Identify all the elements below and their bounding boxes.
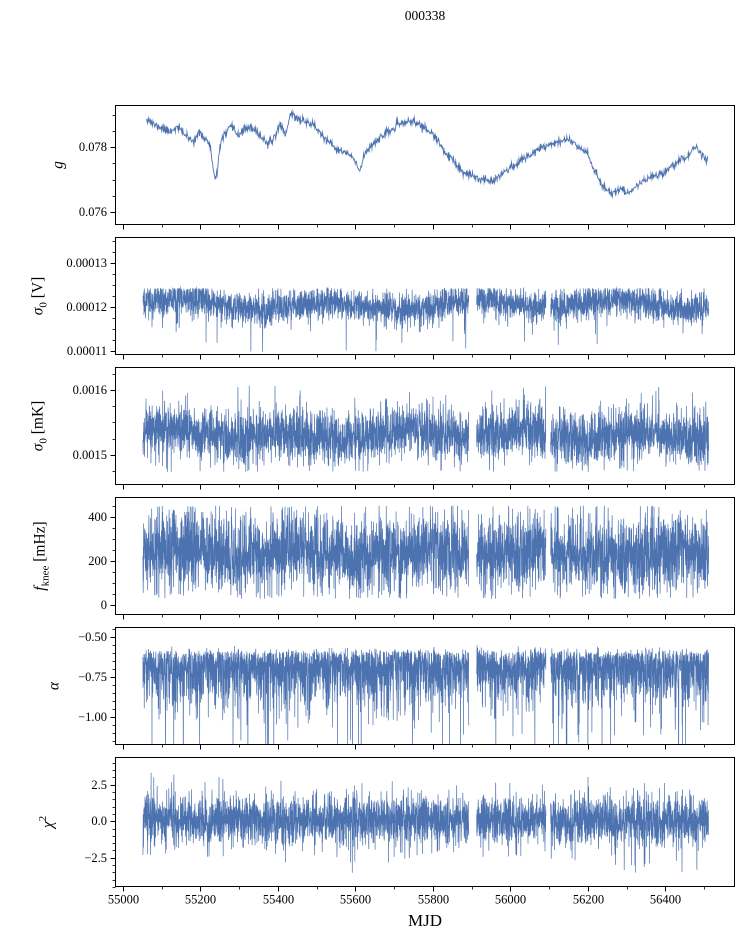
ylabel-sigma0_mK: σ0 [mK] [29, 400, 50, 452]
x-axis-label: MJD [407, 911, 442, 930]
ylabel-segment: [mHz] [31, 521, 49, 566]
ylabel-segment: g [49, 161, 67, 169]
ylabel-segment: σ [29, 443, 47, 452]
ylabel-segment: σ [29, 307, 47, 316]
ylabel-f_knee: fknee [mHz] [31, 521, 52, 591]
ylabel-alpha: α [45, 681, 63, 691]
ylabel-segment: [mK] [29, 400, 47, 439]
ylabel-segment: 2 [37, 815, 50, 822]
ylabel-sigma0_V: σ0 [V] [29, 276, 50, 316]
ylabel-segment: 0 [37, 302, 50, 308]
ylabel-segment: [V] [29, 276, 47, 303]
ylabel-segment: χ [39, 821, 57, 829]
ylabel-segment: 0 [37, 438, 50, 444]
ylabel-chi2: χ2 [37, 815, 57, 829]
ylabel-g: g [49, 161, 67, 169]
ylabel-segment: f [31, 586, 49, 591]
ylabel-segment: α [45, 681, 63, 691]
ylabel-segment: knee [39, 565, 52, 587]
